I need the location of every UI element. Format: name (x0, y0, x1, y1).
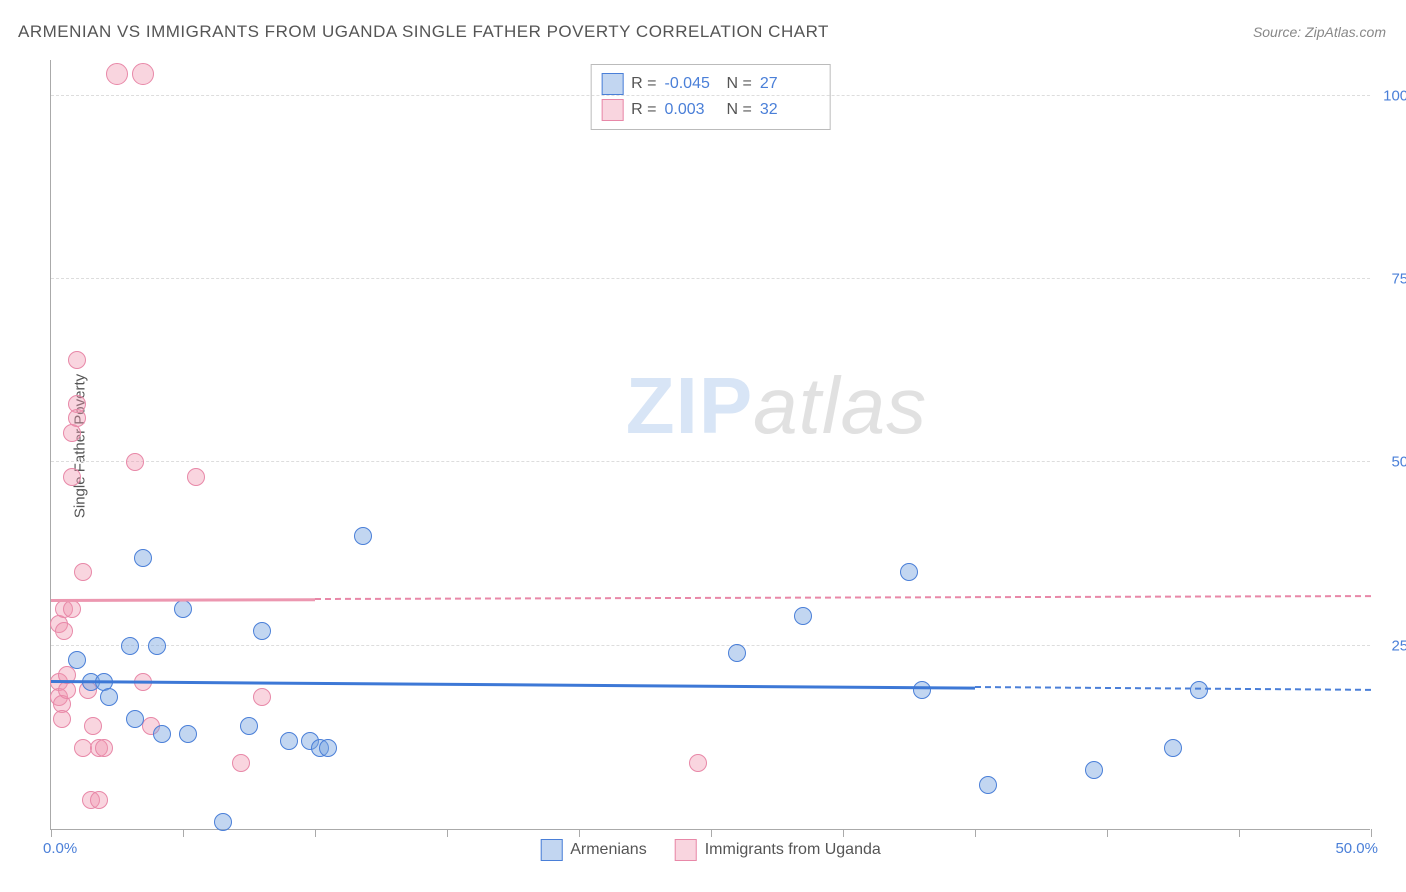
data-point-pink (126, 453, 144, 471)
trendline-blue (51, 680, 975, 689)
legend-item-blue: Armenians (540, 839, 646, 861)
data-point-pink (689, 754, 707, 772)
watermark: ZIPatlas (626, 360, 927, 452)
x-tick (843, 829, 844, 837)
plot-area: ZIPatlas R = -0.045 N = 27 R = 0.003 N =… (50, 60, 1370, 830)
stats-row-pink: R = 0.003 N = 32 (601, 97, 814, 123)
data-point-blue (1164, 739, 1182, 757)
legend-item-pink: Immigrants from Uganda (675, 839, 881, 861)
data-point-blue (68, 651, 86, 669)
data-point-pink (232, 754, 250, 772)
data-point-blue (214, 813, 232, 831)
data-point-blue (240, 717, 258, 735)
trendline-blue-dashed (975, 686, 1371, 691)
r-value: 0.003 (665, 101, 719, 119)
x-tick (315, 829, 316, 837)
data-point-blue (121, 637, 139, 655)
source-attribution: Source: ZipAtlas.com (1253, 24, 1386, 40)
data-point-blue (728, 644, 746, 662)
watermark-atlas: atlas (753, 361, 927, 450)
gridline (51, 278, 1370, 279)
data-point-blue (148, 637, 166, 655)
n-label: N = (727, 101, 752, 119)
x-axis-min-label: 0.0% (43, 840, 77, 857)
gridline (51, 95, 1370, 96)
stats-legend: R = -0.045 N = 27 R = 0.003 N = 32 (590, 64, 831, 130)
x-tick (975, 829, 976, 837)
data-point-blue (134, 549, 152, 567)
swatch-blue-icon (540, 839, 562, 861)
stats-row-blue: R = -0.045 N = 27 (601, 71, 814, 97)
data-point-pink (187, 468, 205, 486)
data-point-blue (979, 776, 997, 794)
trendline-pink (51, 598, 315, 601)
x-tick (1371, 829, 1372, 837)
data-point-blue (153, 725, 171, 743)
x-tick (183, 829, 184, 837)
data-point-pink (95, 739, 113, 757)
x-tick (1239, 829, 1240, 837)
y-tick-label: 75.0% (1391, 271, 1406, 288)
data-point-pink (68, 351, 86, 369)
legend-label: Armenians (570, 841, 646, 859)
data-point-pink (63, 468, 81, 486)
series-legend: Armenians Immigrants from Uganda (540, 839, 881, 861)
data-point-pink (132, 63, 154, 85)
y-tick-label: 50.0% (1391, 454, 1406, 471)
swatch-blue-icon (601, 73, 623, 95)
data-point-blue (280, 732, 298, 750)
n-value: 32 (760, 101, 814, 119)
r-value: -0.045 (665, 75, 719, 93)
data-point-blue (319, 739, 337, 757)
chart-title: ARMENIAN VS IMMIGRANTS FROM UGANDA SINGL… (18, 22, 829, 42)
x-tick (1107, 829, 1108, 837)
data-point-blue (354, 527, 372, 545)
legend-label: Immigrants from Uganda (705, 841, 881, 859)
x-axis-max-label: 50.0% (1335, 840, 1378, 857)
data-point-blue (913, 681, 931, 699)
y-tick-label: 100.0% (1383, 87, 1406, 104)
data-point-blue (174, 600, 192, 618)
r-label: R = (631, 101, 656, 119)
gridline (51, 645, 1370, 646)
data-point-pink (84, 717, 102, 735)
data-point-blue (794, 607, 812, 625)
data-point-pink (90, 791, 108, 809)
x-tick (711, 829, 712, 837)
n-value: 27 (760, 75, 814, 93)
swatch-pink-icon (675, 839, 697, 861)
x-tick (51, 829, 52, 837)
data-point-pink (63, 600, 81, 618)
data-point-blue (100, 688, 118, 706)
data-point-pink (74, 563, 92, 581)
x-tick (579, 829, 580, 837)
data-point-blue (1085, 761, 1103, 779)
data-point-blue (253, 622, 271, 640)
data-point-pink (68, 409, 86, 427)
trendline-pink-dashed (315, 595, 1371, 600)
watermark-zip: ZIP (626, 361, 753, 450)
data-point-blue (179, 725, 197, 743)
r-label: R = (631, 75, 656, 93)
gridline (51, 461, 1370, 462)
data-point-pink (53, 710, 71, 728)
swatch-pink-icon (601, 99, 623, 121)
data-point-pink (253, 688, 271, 706)
data-point-blue (126, 710, 144, 728)
y-tick-label: 25.0% (1391, 637, 1406, 654)
data-point-pink (106, 63, 128, 85)
x-tick (447, 829, 448, 837)
data-point-pink (55, 622, 73, 640)
data-point-blue (900, 563, 918, 581)
n-label: N = (727, 75, 752, 93)
